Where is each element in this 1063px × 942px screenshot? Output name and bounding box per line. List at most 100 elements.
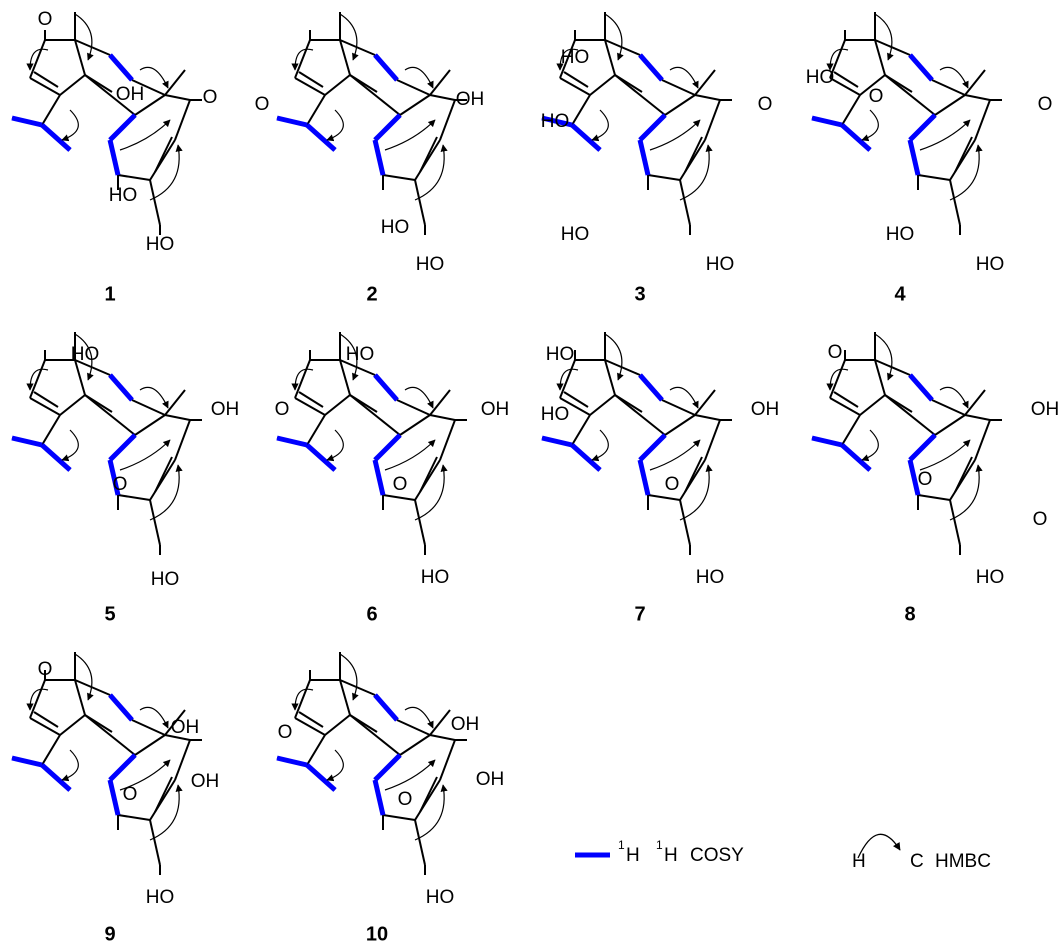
bond <box>885 395 935 435</box>
atom-label: HO <box>146 887 175 908</box>
cosy-bond <box>640 375 662 400</box>
hmbc-arrow <box>62 110 78 140</box>
bond <box>950 460 975 500</box>
bond <box>325 395 350 415</box>
hmbc-arrow <box>830 369 848 390</box>
bond <box>42 415 60 445</box>
cosy-bond <box>375 780 383 815</box>
bond <box>665 415 695 435</box>
cosy-bond <box>42 765 70 790</box>
double-bond <box>685 457 702 492</box>
cosy-bond <box>110 755 135 780</box>
atom-label: O <box>275 399 290 420</box>
cosy-bond <box>277 118 307 125</box>
hmbc-arrow <box>62 430 78 460</box>
bond <box>615 395 665 435</box>
double-bond <box>299 712 323 727</box>
bond <box>830 360 845 398</box>
bond <box>605 360 615 395</box>
compound-number: 2 <box>366 283 377 305</box>
double-bond <box>955 457 972 492</box>
hmbc-arrow <box>327 430 343 460</box>
bond <box>150 500 160 545</box>
bond <box>885 395 912 412</box>
atom-label: O <box>1033 509 1048 530</box>
atom-label: O <box>828 342 843 363</box>
bond <box>85 715 135 755</box>
bond <box>85 75 112 92</box>
bond <box>935 95 965 115</box>
bond <box>590 395 615 415</box>
cosy-bond <box>12 758 42 765</box>
hmbc-arrow <box>560 369 578 390</box>
cosy-bond <box>812 118 842 125</box>
bond <box>918 495 950 500</box>
compound-number: 8 <box>904 603 915 625</box>
atom-label: O <box>758 94 773 115</box>
compound-number: 10 <box>366 923 388 942</box>
cosy-bond <box>910 55 932 80</box>
bond <box>965 415 990 420</box>
hmbc-arrow <box>295 689 313 710</box>
bond <box>842 95 860 125</box>
cosy-bond <box>375 755 400 780</box>
atom-label: O <box>113 474 128 495</box>
cosy-bond <box>307 125 335 150</box>
cosy-bond <box>12 118 42 125</box>
bond <box>60 395 85 415</box>
cosy-bond <box>375 695 397 720</box>
cosy-bond <box>640 55 662 80</box>
hmbc-arrow <box>605 334 622 380</box>
bond <box>30 40 45 78</box>
atom-label: OH <box>476 769 505 790</box>
double-bond <box>420 457 437 492</box>
bond <box>932 80 965 95</box>
bond <box>295 360 310 398</box>
bond <box>560 360 575 398</box>
bond <box>875 360 885 395</box>
bond <box>680 180 690 225</box>
bond <box>325 75 350 95</box>
double-bond <box>420 137 437 172</box>
cosy-bond <box>110 140 118 175</box>
atom-label: HO <box>426 887 455 908</box>
cosy-nucleus: H <box>664 845 678 866</box>
bond <box>415 500 425 545</box>
atom-label: O <box>203 87 218 108</box>
cosy-bond <box>307 765 335 790</box>
bond <box>75 40 85 75</box>
atom-label: OH <box>211 399 240 420</box>
bond <box>430 70 450 95</box>
bond <box>132 400 165 415</box>
atom-label: HO <box>346 344 375 365</box>
atom-label: OH <box>116 84 145 105</box>
cosy-bond <box>110 435 135 460</box>
cosy-bond <box>910 115 935 140</box>
atom-label: HO <box>109 185 138 206</box>
atom-label: HO <box>886 224 915 245</box>
atom-label: O <box>1038 94 1053 115</box>
compound-number: 1 <box>104 283 115 305</box>
hmbc-arrow <box>862 430 878 460</box>
atom-label: O <box>255 94 270 115</box>
bond <box>350 715 400 755</box>
bond <box>705 420 720 460</box>
cosy-bond <box>12 438 42 445</box>
bond <box>165 70 185 95</box>
cosy-bond <box>640 435 665 460</box>
atom-label: HO <box>146 234 175 255</box>
cosy-bond <box>110 780 118 815</box>
atom-label: OH <box>451 714 480 735</box>
bond <box>350 395 377 412</box>
bond <box>307 415 325 445</box>
atom-label: HO <box>706 254 735 275</box>
atom-label: HO <box>546 344 575 365</box>
cosy-mass-number: 1 <box>618 838 625 852</box>
bond <box>150 820 160 865</box>
atom-label: OH <box>191 771 220 792</box>
compound-number: 6 <box>366 603 377 625</box>
bond <box>860 395 885 415</box>
double-bond <box>34 712 58 727</box>
bond <box>165 415 190 420</box>
compound-number: 7 <box>634 603 645 625</box>
